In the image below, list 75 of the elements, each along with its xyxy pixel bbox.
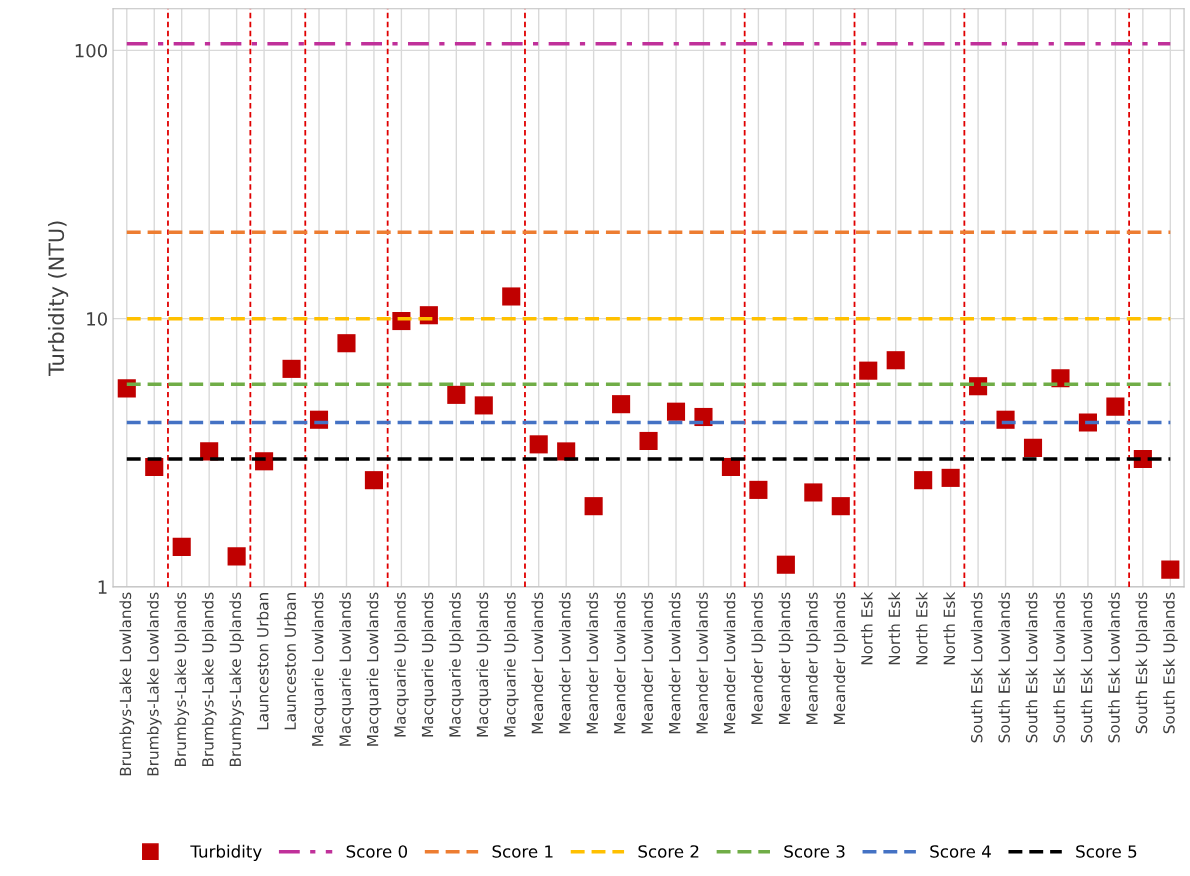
point — [337, 334, 356, 353]
point — [364, 471, 383, 490]
x-tick-label: Meander Lowlands — [668, 592, 681, 734]
point — [859, 361, 878, 380]
legend-label: Turbidity — [190, 844, 262, 861]
point — [502, 287, 521, 306]
x-tick-label: Meander Lowlands — [558, 592, 571, 734]
point — [584, 497, 603, 516]
point — [612, 395, 631, 414]
point — [1106, 397, 1125, 416]
y-axis-title: Turbidity (NTU) — [48, 221, 69, 377]
x-tick-label: South Esk Lowlands — [998, 592, 1010, 743]
x-tick-label: Meander Lowlands — [723, 592, 736, 734]
x-tick-label: Meander Uplands — [833, 592, 849, 724]
x-tick-label: Launceston Urban — [284, 593, 296, 730]
x-tick-label: South Esk Uplands — [1162, 592, 1178, 734]
point — [886, 351, 905, 370]
point — [914, 471, 933, 490]
legend-label: Score 3 — [784, 845, 845, 858]
x-tick-label: Brumbys-Lake Uplands — [229, 592, 245, 767]
point — [804, 483, 823, 502]
x-tick-label: North Esk — [860, 591, 873, 665]
y-tick-label: 1 — [98, 580, 107, 594]
x-tick-label: South Esk Lowlands — [1108, 592, 1120, 743]
point — [694, 407, 713, 427]
x-tick-label: Macquarie Uplands — [503, 592, 519, 737]
x-tick-label: Meander Uplands — [751, 592, 766, 724]
point — [1161, 560, 1180, 579]
x-tick-label: Meander Lowlands — [613, 592, 626, 734]
x-tick-label: Macquarie Uplands — [476, 592, 492, 737]
x-tick-label: Launceston Urban — [256, 593, 269, 730]
x-tick-label: South Esk Lowlands — [1080, 592, 1093, 743]
point — [639, 431, 658, 451]
point — [282, 359, 301, 378]
legend-label: Score 0 — [346, 845, 408, 858]
x-tick-label: Meander Lowlands — [586, 592, 599, 734]
x-tick-label: Macquarie Uplands — [394, 592, 409, 737]
x-tick-label: Meander Lowlands — [641, 592, 653, 734]
y-tick-label: 100 — [75, 43, 107, 58]
x-tick-label: Meander Uplands — [778, 592, 794, 724]
legend-label: Score 5 — [1076, 845, 1137, 858]
x-tick-label: Macquarie Lowlands — [339, 592, 354, 746]
x-tick-label: Brumbys-Lake Lowlands — [146, 592, 162, 776]
x-tick-label: Macquarie Lowlands — [366, 592, 382, 746]
legend-label: Score 4 — [930, 845, 991, 858]
point — [831, 497, 850, 516]
point — [1023, 438, 1043, 457]
x-tick-label: North Esk — [915, 591, 928, 665]
x-tick-label: South Esk Lowlands — [1025, 592, 1038, 743]
point — [666, 402, 686, 421]
point — [227, 547, 246, 566]
x-tick-label: Meander Lowlands — [531, 592, 544, 734]
point — [474, 396, 493, 415]
x-tick-label: South Esk Uplands — [1135, 592, 1151, 734]
point — [529, 435, 548, 454]
x-tick-label: Meander Lowlands — [696, 592, 708, 734]
x-tick-label: Macquarie Lowlands — [311, 592, 327, 746]
legend-label: Score 1 — [492, 845, 553, 858]
x-tick-label: Meander Uplands — [805, 592, 821, 724]
point — [776, 555, 795, 574]
x-tick-label: North Esk — [888, 591, 901, 665]
x-tick-label: Macquarie Uplands — [448, 592, 464, 737]
point — [172, 537, 191, 556]
x-tick-label: Brumbys-Lake Uplands — [174, 592, 190, 767]
point — [749, 480, 768, 499]
point — [941, 468, 960, 487]
x-tick-label: Brumbys-Lake Uplands — [201, 592, 217, 767]
point — [447, 385, 466, 404]
legend-label: Score 2 — [638, 845, 699, 858]
x-tick-label: Brumbys-Lake Lowlands — [119, 592, 135, 776]
x-tick-label: South Esk Lowlands — [970, 592, 983, 743]
x-tick-label: South Esk Lowlands — [1053, 592, 1065, 743]
x-tick-label: North Esk — [943, 591, 956, 665]
y-tick-label: 10 — [87, 312, 107, 326]
x-tick-label: Macquarie Uplands — [421, 592, 437, 737]
